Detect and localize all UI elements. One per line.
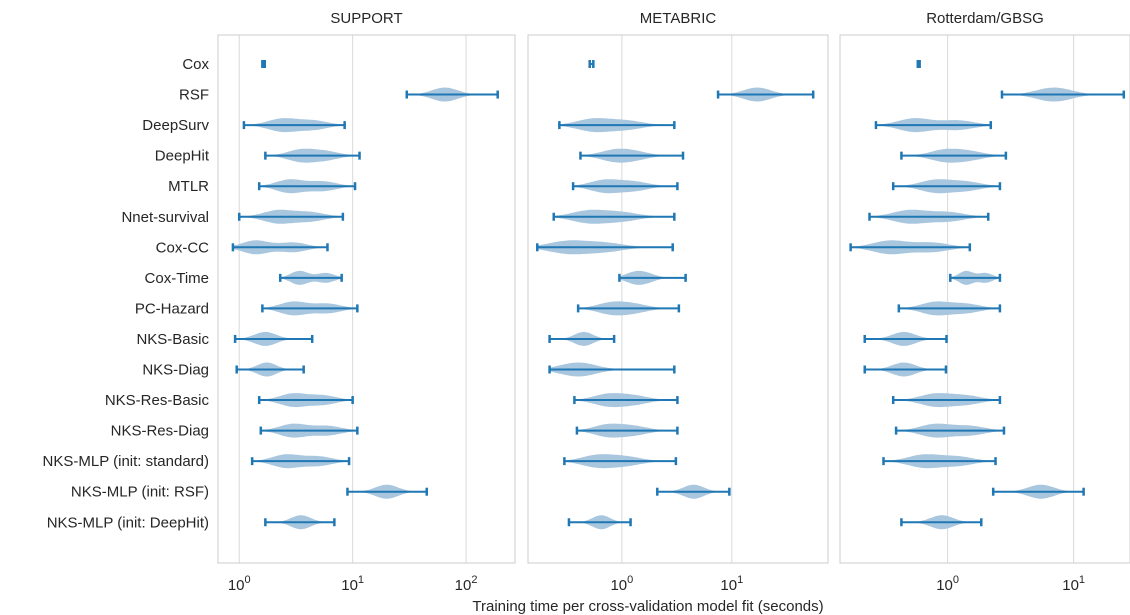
x-tick-label: 100 [936, 574, 959, 594]
violin-rsf-support [405, 87, 499, 102]
violin-mtlr-rotterdam-gbsg [891, 179, 1002, 194]
panel-title: SUPPORT [330, 10, 402, 27]
x-tick-label: 101 [1062, 574, 1085, 594]
violin-nks-diag-support [235, 362, 305, 377]
row-label-nks-res-diag: NKS-Res-Diag [111, 423, 209, 440]
violin-deephit-rotterdam-gbsg [900, 148, 1008, 163]
row-label-cox-time: Cox-Time [145, 270, 209, 287]
row-label-mtlr: MTLR [168, 178, 209, 195]
violin-rsf-rotterdam-gbsg [1000, 87, 1126, 102]
panel-title: METABRIC [640, 10, 717, 27]
violin-cox-cc-support [231, 240, 329, 255]
violin-nks-mlp-init-standard-rotterdam-gbsg [882, 454, 997, 469]
row-label-deepsurv: DeepSurv [142, 117, 209, 134]
violin-deephit-metabric [579, 148, 685, 163]
violin-deepsurv-metabric [558, 118, 676, 133]
violin-deepsurv-support [242, 118, 346, 133]
violin-nks-res-diag-support [259, 423, 359, 438]
row-label-nks-mlp-init-rsf: NKS-MLP (init: RSF) [71, 484, 209, 501]
x-tick-label: 100 [228, 574, 251, 594]
violin-nnet-survival-support [237, 209, 345, 224]
violin-cox-time-metabric [618, 270, 687, 285]
x-tick-label: 101 [720, 574, 743, 594]
violin-cox-support [261, 60, 267, 68]
panel-background [528, 35, 828, 563]
violin-nks-mlp-init-standard-support [250, 454, 351, 469]
row-label-nks-basic: NKS-Basic [136, 331, 209, 348]
violin-nks-diag-rotterdam-gbsg [863, 362, 948, 377]
row-label-nks-diag: NKS-Diag [142, 362, 209, 379]
violin-nks-mlp-init-deephit-rotterdam-gbsg [900, 515, 983, 530]
violin-cox-cc-metabric [536, 240, 674, 255]
violin-nks-res-diag-metabric [575, 423, 679, 438]
row-label-rsf: RSF [179, 87, 209, 104]
violin-nks-mlp-init-rsf-support [346, 484, 428, 499]
violin-cox-rotterdam-gbsg [916, 60, 921, 68]
panel-metabric: 100 101 METABRIC [527, 10, 829, 594]
panel-frame [527, 34, 829, 564]
panel-title: Rotterdam/GBSG [926, 10, 1044, 27]
violin-rsf-metabric [716, 87, 815, 102]
violin-nks-res-basic-rotterdam-gbsg [891, 393, 1002, 408]
violin-pc-hazard-support [261, 301, 359, 316]
x-tick-label: 100 [610, 574, 633, 594]
row-label-nks-mlp-init-standard: NKS-MLP (init: standard) [43, 453, 209, 470]
violin-nks-res-basic-support [257, 393, 354, 408]
violin-nks-res-diag-rotterdam-gbsg [894, 423, 1006, 438]
violin-pc-hazard-metabric [576, 301, 681, 316]
panel-frame [839, 34, 1130, 564]
x-tick-label: 102 [455, 574, 478, 594]
violin-nks-mlp-init-rsf-metabric [656, 484, 731, 499]
violin-nks-mlp-init-deephit-metabric [567, 515, 632, 530]
violin-nks-diag-metabric [548, 362, 676, 377]
violin-deepsurv-rotterdam-gbsg [874, 118, 993, 133]
violin-nks-mlp-init-rsf-rotterdam-gbsg [991, 484, 1085, 499]
violin-nks-res-basic-metabric [573, 393, 679, 408]
violin-nnet-survival-rotterdam-gbsg [868, 209, 990, 224]
panel-background [218, 35, 515, 563]
violin-nks-mlp-init-deephit-support [264, 515, 336, 530]
row-label-cox: Cox [182, 56, 209, 73]
row-label-deephit: DeepHit [155, 148, 210, 165]
row-label-nks-res-basic: NKS-Res-Basic [105, 392, 210, 409]
panel-rotterdam-gbsg: 100 101 Rotterdam/GBSG [839, 10, 1130, 594]
panel-background [840, 35, 1130, 563]
violin-mtlr-metabric [571, 179, 679, 194]
panel-frame [217, 34, 516, 564]
row-label-cox-cc: Cox-CC [156, 239, 210, 256]
panel-support: 100 101 102 SUPPORT [217, 10, 516, 594]
violin-nks-basic-support [233, 331, 314, 346]
chart-panels: 100 101 102 SUPPORT 100 101 METABRIC 100 101 Rott… [217, 10, 1130, 594]
violin-pc-hazard-rotterdam-gbsg [897, 301, 1002, 316]
row-label-nks-mlp-init-deephit: NKS-MLP (init: DeepHit) [47, 514, 209, 531]
violin-nnet-survival-metabric [552, 209, 676, 224]
violin-deephit-support [264, 148, 361, 163]
row-label-pc-hazard: PC-Hazard [135, 300, 209, 317]
row-label-nnet-survival: Nnet-survival [121, 209, 209, 226]
violin-cox-time-rotterdam-gbsg [949, 270, 1002, 285]
violin-nks-mlp-init-standard-metabric [563, 454, 678, 469]
x-tick-label: 101 [341, 574, 364, 594]
violin-mtlr-support [257, 179, 357, 194]
x-axis-label: Training time per cross-validation model… [472, 598, 823, 615]
violin-cox-metabric [588, 60, 595, 68]
violin-cox-cc-rotterdam-gbsg [849, 240, 972, 255]
row-labels: Cox RSF DeepSurv DeepHit MTLR Nnet-survival Co… [43, 56, 210, 531]
violin-nks-basic-metabric [548, 331, 616, 346]
violin-nks-basic-rotterdam-gbsg [863, 331, 948, 346]
violin-cox-time-support [278, 270, 343, 285]
